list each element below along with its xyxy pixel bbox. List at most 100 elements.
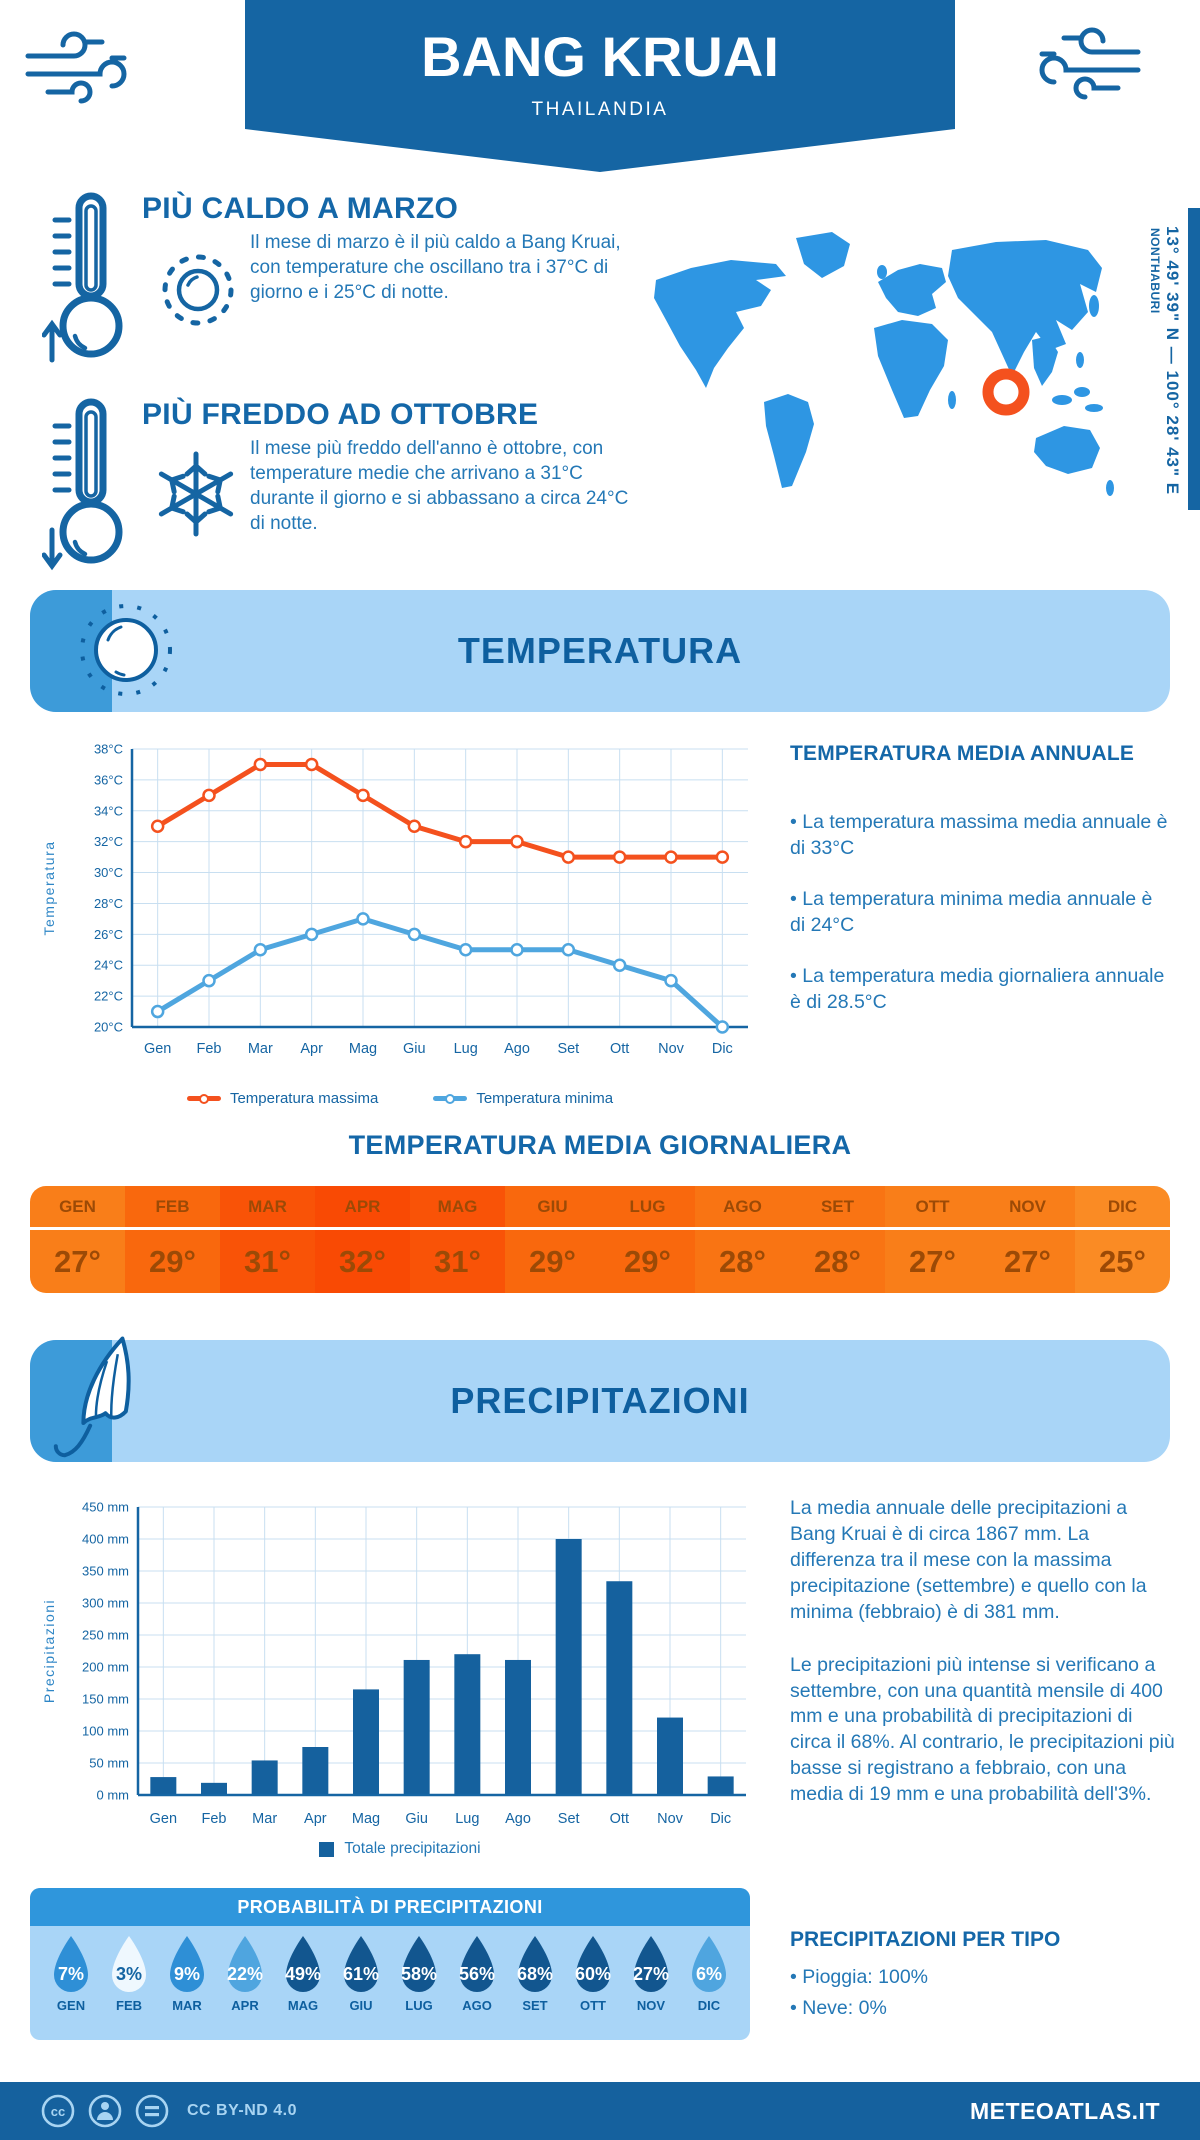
precip-probability-item: 7% GEN [44,1935,98,2013]
raindrop-icon [170,1936,204,1992]
y-tick-label: 50 mm [89,1756,129,1771]
data-point-marker [253,943,268,957]
daily-temp-value: 27° [885,1230,980,1293]
x-tick-label: Mar [248,1041,273,1057]
precipitation-section-banner: PRECIPITAZIONI [30,1336,1170,1462]
probability-month: FEB [116,1998,142,2013]
data-point-marker [715,1020,730,1034]
temperature-line-chart-svg: 38°C 36°C 34°C 32°C 30°C 28°C 26°C 24°C 22°C 20°C… [41,742,748,1057]
data-point-marker [510,943,524,957]
precipitation-bar [201,1782,227,1795]
probability-value: 22% [226,1964,264,1984]
raindrop-icon [634,1936,668,1992]
precipitation-chart: 450 mm 400 mm 350 mm 300 mm 250 mm 200 mm 150 … [40,1493,760,1846]
y-tick-label: 32°C [94,834,123,849]
annual-mean-bullet: • La temperatura media giornaliera annua… [790,964,1165,1013]
annual-min-bullet: • La temperatura minima media annuale è … [790,887,1153,936]
precipitation-bar [302,1747,329,1795]
daily-temp-month: AGO [695,1186,790,1230]
daily-temp-value: 25° [1075,1230,1170,1293]
daily-temp-value: 31° [220,1230,315,1293]
x-tick-label: Mar [252,1811,277,1827]
temperature-chart-legend: Temperatura massima Temperatura minima [40,1090,760,1107]
y-tick-label: 200 mm [82,1660,129,1675]
y-tick-label: 28°C [94,896,123,911]
daily-temp-month: DIC [1075,1186,1170,1230]
precipitation-bar [657,1717,683,1795]
daily-temp-cell: DIC 25° [1075,1186,1170,1293]
y-axis-title: Precipitazioni [41,1599,57,1703]
precipitation-paragraph-2: Le precipitazioni più intense si verific… [790,1653,1175,1806]
cc-icon: cc [41,2094,75,2128]
daily-temp-value: 28° [790,1230,885,1293]
precipitation-bar [707,1776,734,1795]
temp-max-series [150,757,730,864]
page-subtitle: THAILANDIA [531,99,669,120]
license-badge[interactable]: cc CC BY-ND 4.0 [40,2093,297,2129]
probability-value: 56% [458,1964,496,1984]
precip-probability-item: 60% OTT [566,1935,620,2013]
data-point-marker [664,973,678,988]
x-tick-label: Giu [405,1811,428,1827]
x-tick-label: Giu [403,1041,426,1057]
sun-icon [162,254,234,326]
temperature-section-banner: TEMPERATURA [30,590,1170,712]
precip-probability-item: 27% NOV [624,1935,678,2013]
data-point-marker [202,973,216,988]
x-tick-label: Ott [610,1041,629,1057]
daily-temp-month: NOV [980,1186,1075,1230]
daily-temp-cell: FEB 29° [125,1186,220,1293]
raindrop-icon [692,1936,726,1992]
hottest-month-block: PIÙ CALDO A MARZO Il mese di marzo è il … [42,190,642,368]
daily-temp-cell: LUG 29° [600,1186,695,1293]
thermometer-up-icon [42,192,123,363]
temperature-chart: 38°C 36°C 34°C 32°C 30°C 28°C 26°C 24°C 22°C 20°C… [40,733,760,1074]
wind-icon [1039,27,1141,100]
probability-month: SET [522,1998,548,2013]
y-tick-label: 36°C [94,772,123,787]
sun-banner-icon [80,604,172,696]
precipitation-text-panel: La media annuale delle precipitazioni a … [790,1496,1178,1835]
x-tick-label: Ago [505,1811,531,1827]
daily-temp-month: MAG [410,1186,505,1230]
precipitation-paragraph-1: La media annuale delle precipitazioni a … [790,1497,1147,1623]
edge-decoration [1188,208,1200,510]
daily-temp-cell: MAR 31° [220,1186,315,1293]
y-tick-label: 22°C [94,989,123,1004]
header-banner: BANG KRUAI THAILANDIA [245,0,955,172]
y-tick-label: 24°C [94,958,123,973]
data-point-marker [561,850,576,864]
legend-label-max: Temperatura massima [229,1090,379,1107]
precip-probability-item: 58% LUG [392,1935,446,2013]
precipitation-probability-panel: PROBABILITÀ DI PRECIPITAZIONI 7% GEN 3% FEB… [30,1888,750,2040]
precipitation-bar [353,1689,379,1795]
probability-value: 49% [284,1964,322,1984]
no-derivatives-icon [135,2094,169,2128]
wind-icon [25,31,127,104]
site-link[interactable]: METEOATLAS.IT [969,2097,1160,2124]
x-tick-label: Lug [455,1811,479,1827]
x-tick-label: Dic [710,1811,731,1827]
snowflake-icon [158,451,234,537]
raindrop-icon [460,1936,494,1992]
world-map [654,232,1114,496]
x-tick-label: Feb [202,1811,227,1827]
x-tick-label: Set [557,1041,579,1057]
x-tick-label: Mag [352,1811,380,1827]
raindrop-icon [112,1936,146,1992]
daily-temp-value: 32° [315,1230,410,1293]
raindrop-icon [286,1936,320,1992]
snow-bullet: • Neve: 0% [790,1997,887,2019]
x-tick-label: Mag [349,1041,377,1057]
x-tick-label: Gen [144,1041,171,1057]
precip-probability-item: 22% APR [218,1935,272,2013]
precip-probability-item: 3% FEB [102,1935,156,2013]
daily-temp-cell: APR 32° [315,1186,410,1293]
legend-swatch-total [319,1841,335,1857]
daily-temp-cell: GEN 27° [30,1186,125,1293]
precip-probability-item: 68% SET [508,1935,562,2013]
attribution-person-icon [88,2094,122,2128]
data-point-marker [356,788,370,803]
legend-item-max: Temperatura massima [186,1090,379,1107]
x-tick-label: Nov [658,1041,685,1057]
